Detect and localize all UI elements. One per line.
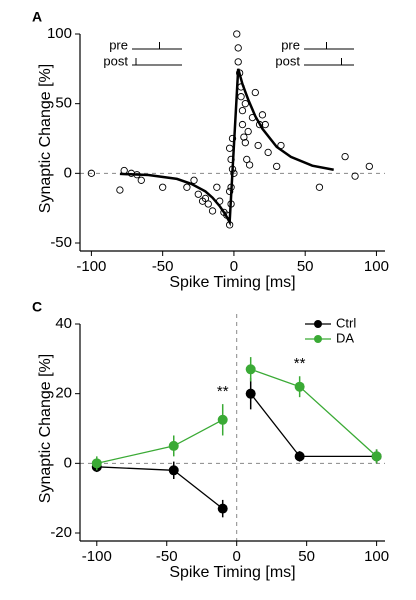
data-point bbox=[87, 169, 96, 177]
y-tick-label: 40 bbox=[55, 315, 72, 332]
data-point bbox=[190, 176, 198, 184]
data-point bbox=[116, 186, 124, 194]
data-point bbox=[238, 120, 247, 129]
data-point bbox=[225, 144, 234, 152]
panel-label: C bbox=[32, 299, 42, 315]
data-point bbox=[241, 139, 249, 147]
data-point bbox=[194, 190, 202, 198]
panel-label: A bbox=[32, 9, 42, 25]
data-point bbox=[258, 111, 267, 119]
x-tick-label: 100 bbox=[364, 258, 389, 275]
data-point bbox=[240, 133, 248, 141]
data-point bbox=[254, 141, 262, 150]
data-point bbox=[204, 200, 212, 208]
data-point bbox=[244, 127, 252, 136]
annotation: ** bbox=[217, 383, 229, 400]
x-axis-label: Spike Timing [ms] bbox=[169, 564, 295, 581]
legend-label: DA bbox=[336, 330, 354, 345]
data-point bbox=[371, 451, 382, 462]
y-tick-label: -50 bbox=[50, 234, 72, 251]
data-point bbox=[183, 183, 191, 191]
data-point bbox=[201, 194, 210, 203]
y-tick-label: -20 bbox=[50, 524, 72, 541]
inset-label: post bbox=[275, 53, 300, 68]
x-tick-label: 50 bbox=[298, 548, 315, 565]
data-point bbox=[225, 187, 234, 196]
x-tick-label: 0 bbox=[230, 258, 238, 275]
data-point bbox=[213, 183, 221, 191]
y-axis-label: Synaptic Change [%] bbox=[37, 64, 54, 213]
y-tick-label: 0 bbox=[64, 164, 72, 181]
x-tick-label: 0 bbox=[233, 548, 241, 565]
x-tick-label: 50 bbox=[297, 258, 314, 275]
data-point bbox=[341, 152, 349, 161]
y-tick-label: 0 bbox=[64, 454, 72, 471]
x-tick-label: -50 bbox=[156, 548, 178, 565]
data-point bbox=[168, 465, 179, 476]
legend-label: Ctrl bbox=[336, 315, 356, 330]
data-point bbox=[234, 58, 242, 66]
series-line bbox=[96, 368, 378, 464]
data-point bbox=[251, 88, 259, 97]
data-point bbox=[228, 134, 237, 143]
y-tick-label: 50 bbox=[55, 95, 72, 112]
fit-line bbox=[119, 68, 334, 227]
x-tick-label: -100 bbox=[82, 548, 112, 565]
data-point bbox=[159, 183, 167, 191]
data-point bbox=[315, 183, 324, 191]
data-point bbox=[230, 169, 238, 177]
x-tick-label: -100 bbox=[76, 258, 106, 275]
data-point bbox=[137, 176, 145, 184]
inset-label: post bbox=[103, 53, 128, 68]
data-point bbox=[273, 162, 281, 171]
data-point bbox=[238, 106, 247, 115]
y-tick-label: 100 bbox=[47, 25, 72, 42]
data-point bbox=[233, 30, 241, 38]
data-point bbox=[243, 155, 251, 164]
data-point bbox=[365, 162, 373, 171]
annotation: ** bbox=[294, 355, 306, 372]
legend-marker bbox=[314, 320, 322, 328]
x-axis-label: Spike Timing [ms] bbox=[169, 274, 295, 291]
data-point bbox=[91, 458, 102, 469]
data-point bbox=[234, 44, 242, 52]
x-tick-label: -50 bbox=[152, 258, 174, 275]
inset-label: pre bbox=[281, 37, 300, 52]
data-point bbox=[245, 364, 256, 375]
data-point bbox=[261, 120, 269, 129]
data-point bbox=[241, 100, 249, 108]
data-point bbox=[264, 148, 272, 157]
data-point bbox=[351, 172, 359, 180]
x-tick-label: 100 bbox=[364, 548, 389, 565]
data-point bbox=[217, 414, 228, 425]
y-tick-label: 20 bbox=[55, 385, 72, 402]
legend-marker bbox=[314, 335, 322, 343]
data-point bbox=[245, 388, 256, 399]
y-axis-label: Synaptic Change [%] bbox=[37, 354, 54, 503]
inset-label: pre bbox=[109, 37, 128, 52]
data-point bbox=[208, 207, 217, 215]
data-point bbox=[237, 93, 245, 101]
data-point bbox=[294, 381, 305, 392]
data-point bbox=[294, 451, 305, 462]
data-point bbox=[217, 503, 228, 514]
data-point bbox=[168, 440, 179, 451]
data-point bbox=[245, 161, 254, 169]
